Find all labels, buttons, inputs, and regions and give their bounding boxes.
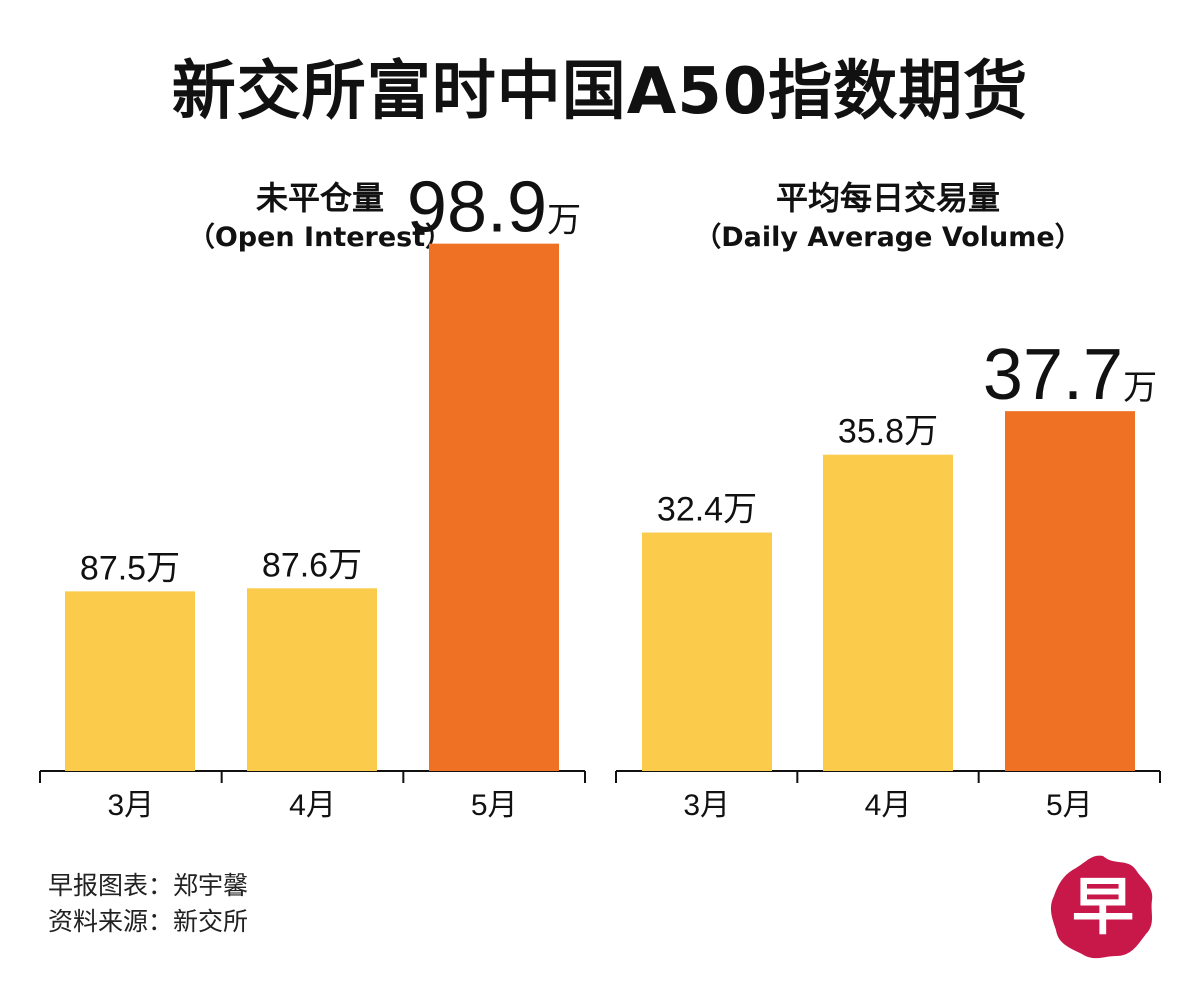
daily-volume-data-label-value: 32.4	[657, 491, 723, 529]
daily-volume-bar-1	[642, 532, 772, 771]
panel-subtitle-open-interest: （Open Interest）	[187, 222, 453, 253]
open-interest-data-label-2: 87.6万	[262, 546, 362, 584]
daily-volume-category-label-1: 3月	[683, 789, 730, 822]
daily-volume-bar-3	[1005, 411, 1135, 771]
open-interest-category-label-1: 3月	[107, 789, 154, 822]
open-interest-category-label-3: 5月	[471, 789, 518, 822]
chart-main-title: 新交所富时中国A50指数期货	[171, 55, 1029, 129]
open-interest-data-label-unit: 万	[547, 202, 581, 240]
daily-volume-data-label-1: 32.4万	[657, 491, 757, 529]
daily-volume-data-label-2: 35.8万	[838, 413, 938, 451]
zaobao-logo-icon: 早	[1050, 855, 1153, 959]
daily-volume-category-label-2: 4月	[865, 789, 912, 822]
open-interest-data-label-unit: 万	[328, 546, 362, 584]
daily-volume-data-label-unit: 万	[904, 413, 938, 451]
open-interest-bar-2	[247, 588, 377, 771]
open-interest-data-label-value: 87.6	[262, 546, 328, 584]
zaobao-logo-text: 早	[1072, 870, 1134, 943]
open-interest-data-label-3: 98.9万	[407, 168, 581, 248]
open-interest-bar-1	[65, 591, 195, 771]
footer: 早报图表：郑宇馨 资料来源：新交所	[48, 868, 248, 940]
footer-source: 资料来源：新交所	[48, 907, 249, 936]
panel-title-open-interest-cn: 未平仓量	[255, 179, 384, 217]
daily-volume-data-label-unit: 万	[723, 491, 757, 529]
daily-volume-data-label-3: 37.7万	[983, 335, 1157, 415]
open-interest-data-label-unit: 万	[146, 549, 180, 587]
daily-volume-data-label-value: 35.8	[838, 413, 904, 451]
daily-volume-category-label-3: 5月	[1046, 789, 1093, 822]
daily-volume-data-label-unit: 万	[1123, 369, 1157, 407]
daily-volume-data-label-value: 37.7	[983, 335, 1123, 415]
panel-title-daily-volume-cn: 平均每日交易量	[775, 179, 1000, 217]
daily-volume-bar-2	[823, 454, 953, 771]
open-interest-bar-3	[429, 243, 559, 771]
open-interest-data-label-value: 87.5	[80, 549, 146, 587]
footer-credit: 早报图表：郑宇馨	[48, 871, 249, 900]
open-interest-category-label-2: 4月	[289, 789, 336, 822]
panel-title-daily-volume: 平均每日交易量 （Daily Average Volume）	[616, 178, 1160, 258]
panel-title-open-interest: 未平仓量 （Open Interest）	[40, 178, 600, 258]
open-interest-data-label-1: 87.5万	[80, 549, 180, 587]
open-interest-data-label-value: 98.9	[407, 168, 547, 248]
panel-subtitle-daily-volume: （Daily Average Volume）	[694, 222, 1082, 253]
